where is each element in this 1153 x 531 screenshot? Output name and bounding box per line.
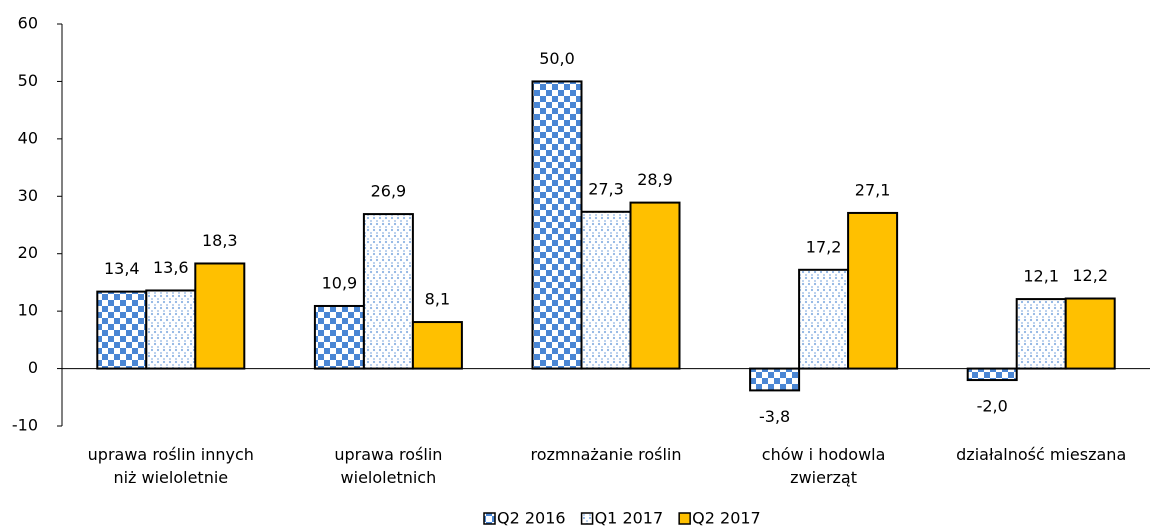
- data-label: 26,9: [371, 182, 407, 201]
- data-label: -2,0: [977, 397, 1008, 416]
- bar: [411, 321, 463, 370]
- bar: [1015, 298, 1067, 370]
- y-tick-label: 0: [28, 358, 38, 377]
- bar: [749, 367, 801, 392]
- y-tick-label: 60: [18, 14, 38, 33]
- data-label: 27,3: [588, 179, 624, 198]
- bar: [1064, 297, 1116, 370]
- data-label: 12,2: [1072, 266, 1108, 285]
- data-label: -3,8: [759, 407, 790, 426]
- y-tick-label: 20: [18, 243, 38, 262]
- bar: [798, 268, 850, 370]
- bar: [629, 201, 681, 370]
- y-tick-label: 50: [18, 71, 38, 90]
- data-label: 12,1: [1023, 267, 1059, 286]
- bar: [362, 213, 414, 370]
- legend-label: Q2 2016: [497, 509, 566, 528]
- data-label: 13,4: [104, 259, 140, 278]
- bar: [531, 80, 583, 370]
- x-tick-label: rozmnażanie roślin: [530, 445, 681, 464]
- data-label: 10,9: [322, 273, 358, 292]
- legend-label: Q2 2017: [692, 509, 761, 528]
- data-label: 8,1: [425, 290, 450, 309]
- x-tick-label: działalność mieszana: [956, 445, 1126, 464]
- y-tick-label: 40: [18, 128, 38, 147]
- bar: [847, 211, 899, 370]
- legend-swatch: [483, 512, 496, 525]
- legend-label: Q1 2017: [595, 509, 664, 528]
- bar: [966, 367, 1018, 382]
- bar: [580, 210, 632, 370]
- bar: [194, 262, 246, 370]
- data-label: 17,2: [806, 237, 842, 256]
- x-tick-label: uprawa roślin innych niż wieloletnie: [88, 445, 254, 487]
- data-label: 18,3: [202, 231, 238, 250]
- legend-swatch: [678, 512, 691, 525]
- bar: [313, 304, 365, 370]
- y-tick-label: -10: [12, 416, 38, 435]
- x-tick-label: uprawa roślin wieloletnich: [334, 445, 442, 487]
- legend-swatch: [580, 512, 594, 525]
- bar: [96, 290, 148, 370]
- x-tick-label: chów i hodowla zwierząt: [762, 445, 886, 487]
- bar: [145, 289, 197, 370]
- y-tick-label: 10: [18, 301, 38, 320]
- data-label: 28,9: [637, 170, 673, 189]
- data-label: 13,6: [153, 258, 189, 277]
- y-tick-label: 30: [18, 186, 38, 205]
- data-label: 27,1: [855, 180, 891, 199]
- data-label: 50,0: [539, 49, 575, 68]
